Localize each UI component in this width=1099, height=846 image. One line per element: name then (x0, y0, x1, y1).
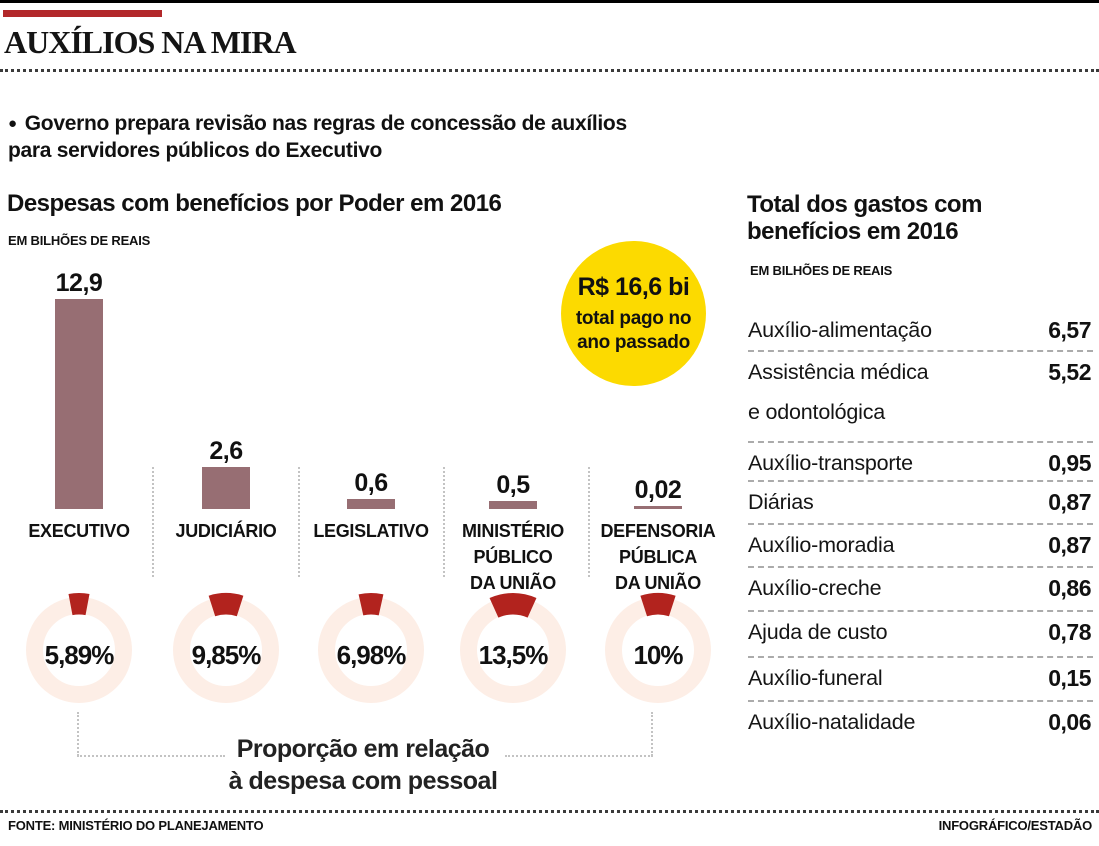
caption-connector-line (651, 712, 653, 756)
donut-percent-label: 13,5% (478, 640, 549, 670)
donut-gauge (460, 592, 566, 703)
bar-chart-unit-label: EM BILHÕES DE REAIS (8, 233, 151, 248)
intro-line-2: para servidores públicos do Executivo (8, 139, 383, 162)
page-title: AUXÍLIOS NA MIRA (4, 24, 297, 60)
table-unit-label: EM BILHÕES DE REAIS (750, 263, 893, 278)
bar-category-label: JUDICIÁRIO (175, 521, 277, 541)
table-row: Assistência médica e odontológica 5,52 (748, 352, 1093, 443)
benefit-label: Assistência médica e odontológica (748, 360, 929, 424)
table-row: Auxílio-alimentação 6,57 (748, 310, 1093, 352)
infographic-credit: INFOGRÁFICO/ESTADÃO (938, 818, 1093, 833)
header-dotted-rule (0, 69, 1099, 72)
donut-percent-label: 10% (633, 640, 683, 670)
bar-executivo (55, 299, 103, 509)
bar-value-label: 0,5 (496, 471, 530, 499)
benefit-label: Auxílio-moradia (748, 533, 895, 557)
donut-caption: Proporção em relação à despesa com pesso… (228, 735, 498, 795)
bar-category-label: EXECUTIVO (28, 521, 130, 541)
table-row: Auxílio-natalidade 0,06 (748, 702, 1093, 746)
benefits-table: Auxílio-alimentação 6,57 Assistência médic… (748, 310, 1093, 746)
donut-gauge (26, 592, 132, 703)
accent-bar (3, 10, 162, 17)
bar-value-label: 12,9 (55, 269, 103, 297)
benefit-label: Auxílio-alimentação (748, 318, 932, 342)
table-row: Auxílio-creche 0,86 (748, 568, 1093, 612)
benefit-value: 0,95 (1048, 450, 1091, 476)
benefit-label: Auxílio-funeral (748, 666, 883, 690)
bar-category-label: DEFENSORIA PÚBLICA DA UNIÃO (600, 521, 716, 593)
column-separator (152, 467, 154, 577)
benefit-label: Ajuda de custo (748, 620, 888, 644)
bar-chart-title: Despesas com benefícios por Poder em 201… (7, 190, 502, 217)
bar-defensoria-pública-da união (634, 506, 682, 509)
intro-line-1: ● Governo prepara revisão nas regras de c… (8, 112, 627, 135)
caption-connector-line (77, 755, 225, 757)
table-row: Ajuda de custo 0,78 (748, 612, 1093, 658)
benefit-label: Auxílio-natalidade (748, 710, 916, 734)
donut-percent-label: 5,89% (44, 640, 115, 670)
caption-connector-line (77, 712, 79, 756)
donut-percent-label: 6,98% (336, 640, 407, 670)
table-row: Diárias 0,87 (748, 482, 1093, 525)
footer-dotted-rule (0, 810, 1099, 813)
table-row: Auxílio-moradia 0,87 (748, 525, 1093, 568)
table-row: Auxílio-transporte 0,95 (748, 443, 1093, 482)
bar-value-label: 0,02 (634, 476, 682, 504)
donut-gauge (173, 593, 279, 703)
column-separator (588, 467, 590, 577)
top-rule (0, 0, 1099, 3)
source-credit: FONTE: MINISTÉRIO DO PLANEJAMENTO (8, 818, 264, 833)
column-separator (298, 467, 300, 577)
badge-value: R$ 16,6 bi (577, 272, 690, 301)
intro-text: ● Governo prepara revisão nas regras de c… (8, 110, 627, 164)
benefit-value: 0,86 (1048, 575, 1091, 601)
benefit-value: 5,52 (1048, 359, 1091, 385)
table-row: Auxílio-funeral 0,15 (748, 658, 1093, 702)
total-badge: R$ 16,6 bi total pago no ano passado (561, 241, 706, 386)
benefit-value: 0,78 (1048, 619, 1091, 645)
benefit-value: 0,87 (1048, 532, 1091, 558)
caption-connector-line (505, 755, 653, 757)
donut-gauge (318, 592, 424, 703)
benefit-value: 0,06 (1048, 709, 1091, 735)
badge-caption-line2: ano passado (577, 331, 690, 353)
donut-percent-label: 9,85% (191, 640, 262, 670)
table-title: Total dos gastos com benefícios em 2016 (747, 191, 982, 245)
bar-category-label: LEGISLATIVO (313, 521, 429, 541)
bar-legislativo (347, 499, 395, 509)
benefit-value: 0,87 (1048, 489, 1091, 515)
benefit-label: Auxílio-creche (748, 576, 882, 600)
badge-caption-line1: total pago no (575, 307, 692, 329)
donut-gauge (605, 593, 711, 703)
benefit-label: Diárias (748, 490, 814, 514)
bar-ministério-público-da união (489, 501, 537, 509)
bullet-icon: ● (8, 115, 17, 132)
bar-value-label: 0,6 (354, 469, 388, 497)
benefit-value: 0,15 (1048, 665, 1091, 691)
benefit-label: Auxílio-transporte (748, 451, 913, 475)
column-separator (443, 467, 445, 577)
bar-category-label: MINISTÉRIO PÚBLICO DA UNIÃO (461, 521, 564, 593)
bar-value-label: 2,6 (209, 437, 243, 465)
bar-judiciário (202, 467, 250, 509)
benefit-value: 6,57 (1048, 317, 1091, 343)
